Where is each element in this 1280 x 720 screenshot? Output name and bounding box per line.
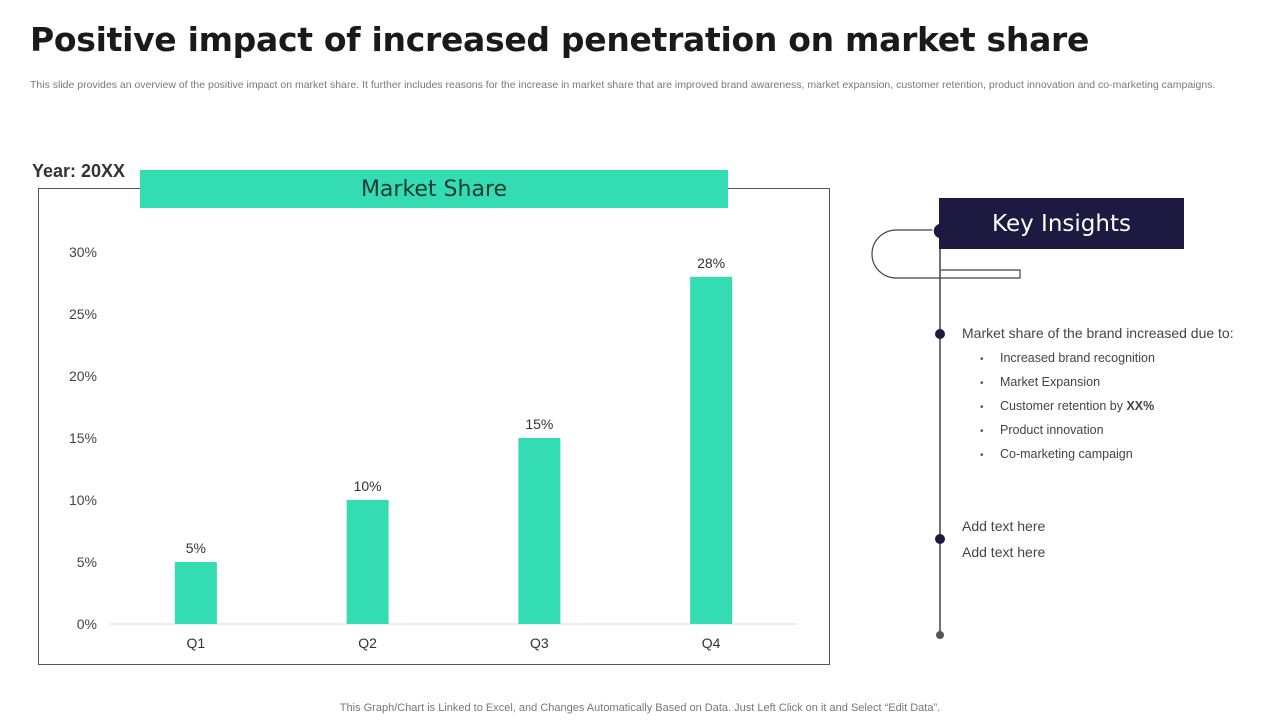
insight-main-point: Market share of the brand increased due … <box>962 325 1234 341</box>
footer-note: This Graph/Chart is Linked to Excel, and… <box>339 702 941 714</box>
timeline-end-dot <box>936 631 944 639</box>
key-insights-heading: Key Insights <box>939 198 1184 249</box>
year-label: Year: 20XX <box>32 161 126 181</box>
add-text-placeholder-1[interactable]: Add text here <box>962 518 1046 534</box>
data-label: 10% <box>354 478 382 494</box>
insight-bullet: Product innovation <box>980 422 1155 446</box>
y-tick-label: 30% <box>69 244 97 260</box>
y-tick-label: 25% <box>69 306 97 322</box>
insight-bullet: Customer retention by XX% <box>980 398 1155 422</box>
bar-q2[interactable] <box>346 500 389 624</box>
insight-bullet: Increased brand recognition <box>980 350 1155 374</box>
y-tick-label: 0% <box>77 616 97 632</box>
y-tick-label: 15% <box>69 430 97 446</box>
data-label: 5% <box>186 540 206 556</box>
y-tick-label: 5% <box>77 554 97 570</box>
bar-q3[interactable] <box>518 438 561 624</box>
x-tick-label: Q2 <box>358 635 377 651</box>
bar-q4[interactable] <box>690 276 733 624</box>
add-text-placeholder-2[interactable]: Add text here <box>962 544 1046 560</box>
data-label: 28% <box>697 255 725 271</box>
insight-bullet: Co-marketing campaign <box>980 446 1155 470</box>
retention-value: XX% <box>1126 399 1155 413</box>
timeline-dot-1 <box>935 329 945 339</box>
x-tick-label: Q4 <box>702 635 721 651</box>
y-tick-label: 10% <box>69 492 97 508</box>
insight-bullet: Market Expansion <box>980 374 1155 398</box>
x-tick-label: Q3 <box>530 635 549 651</box>
timeline-bracket <box>871 229 1021 279</box>
y-tick-label: 20% <box>69 368 97 384</box>
x-tick-label: Q1 <box>187 635 206 651</box>
chart-title: Market Share <box>140 170 728 208</box>
bar-q1[interactable] <box>174 562 217 624</box>
data-label: 15% <box>525 416 553 432</box>
page-subtitle: This slide provides an overview of the p… <box>30 79 1216 91</box>
page-title: Positive impact of increased penetration… <box>30 20 1090 59</box>
timeline-dot-2 <box>935 534 945 544</box>
insight-bullet-list: Increased brand recognition Market Expan… <box>980 350 1155 470</box>
